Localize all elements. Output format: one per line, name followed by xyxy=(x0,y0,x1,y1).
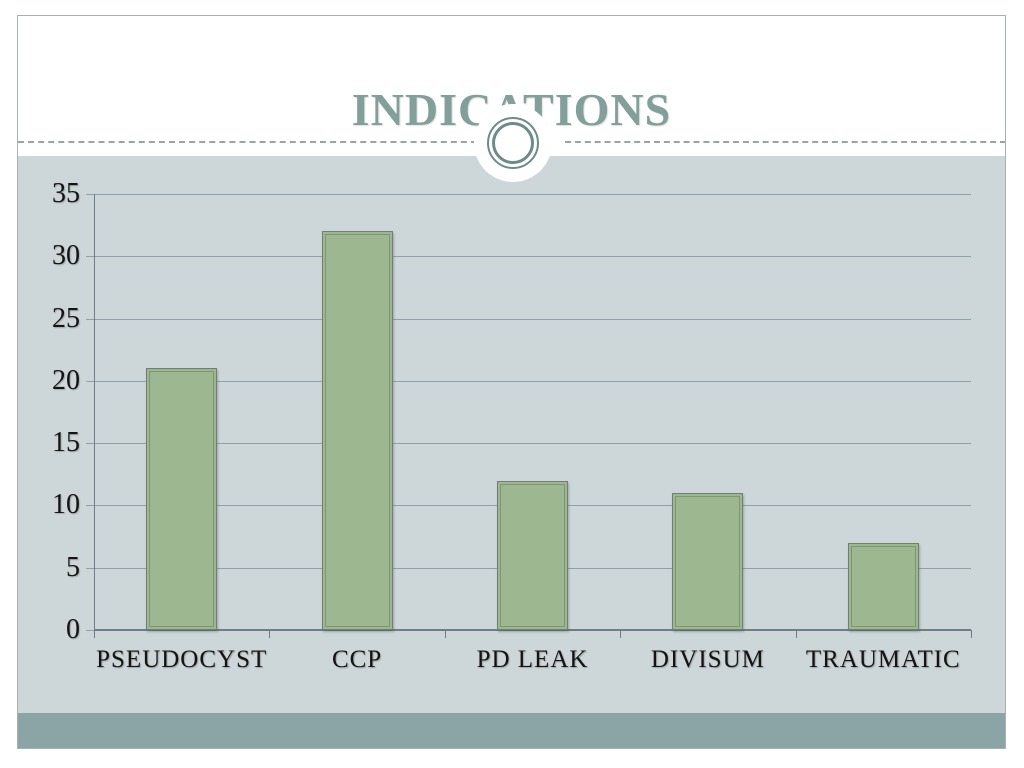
x-axis xyxy=(94,629,971,631)
gridline-25 xyxy=(94,318,971,320)
y-axis-tick-30 xyxy=(86,256,94,258)
x-axis-tick-2 xyxy=(444,630,446,638)
y-axis-label-20: 20 xyxy=(52,364,80,396)
y-axis-label-10: 10 xyxy=(52,489,80,521)
x-axis-label-ccp: CCP xyxy=(331,646,383,673)
x-axis-label-pd-leak: PD LEAK xyxy=(476,646,589,673)
dashed-divider-left xyxy=(18,141,477,143)
y-axis-tick-15 xyxy=(86,443,94,445)
bar-pseudocyst xyxy=(146,368,218,630)
bar-divisum xyxy=(672,492,744,630)
y-axis xyxy=(94,194,95,630)
y-axis-label-35: 35 xyxy=(52,178,80,209)
footer-strip xyxy=(18,713,1005,748)
y-axis-label-30: 30 xyxy=(52,240,80,272)
bar-pd-leak xyxy=(497,480,568,630)
bar-ccp xyxy=(321,231,393,630)
gridline-20 xyxy=(94,380,971,382)
circle-ornament-icon xyxy=(487,117,539,169)
x-axis-label-traumatic: TRAUMATIC xyxy=(805,646,961,673)
x-axis-tick-0 xyxy=(94,630,95,638)
dashed-divider-right xyxy=(565,141,1005,143)
y-axis-tick-35 xyxy=(86,194,94,195)
y-axis-label-0: 0 xyxy=(66,614,80,645)
gridline-35 xyxy=(94,194,971,195)
x-axis-label-divisum: DIVISUM xyxy=(650,646,765,673)
y-axis-label-25: 25 xyxy=(52,302,80,334)
x-axis-tick-4 xyxy=(795,630,797,638)
slide: INDICATIONS 05101520253035PSEUDOCYSTCCPP… xyxy=(17,15,1006,749)
x-axis-tick-5 xyxy=(971,630,972,638)
x-axis-label-pseudocyst: PSEUDOCYST xyxy=(96,646,268,673)
y-axis-label-5: 5 xyxy=(66,551,80,583)
x-axis-tick-3 xyxy=(620,630,622,638)
y-axis-tick-25 xyxy=(86,318,94,320)
y-axis-tick-10 xyxy=(86,505,94,507)
x-axis-tick-1 xyxy=(269,630,271,638)
y-axis-tick-20 xyxy=(86,380,94,382)
y-axis-tick-0 xyxy=(86,630,94,631)
bar-traumatic xyxy=(847,542,919,630)
y-axis-tick-5 xyxy=(86,567,94,569)
gridline-15 xyxy=(94,443,971,445)
circle-ornament-inner-icon xyxy=(492,122,534,164)
gridline-30 xyxy=(94,256,971,258)
y-axis-label-15: 15 xyxy=(52,427,80,459)
